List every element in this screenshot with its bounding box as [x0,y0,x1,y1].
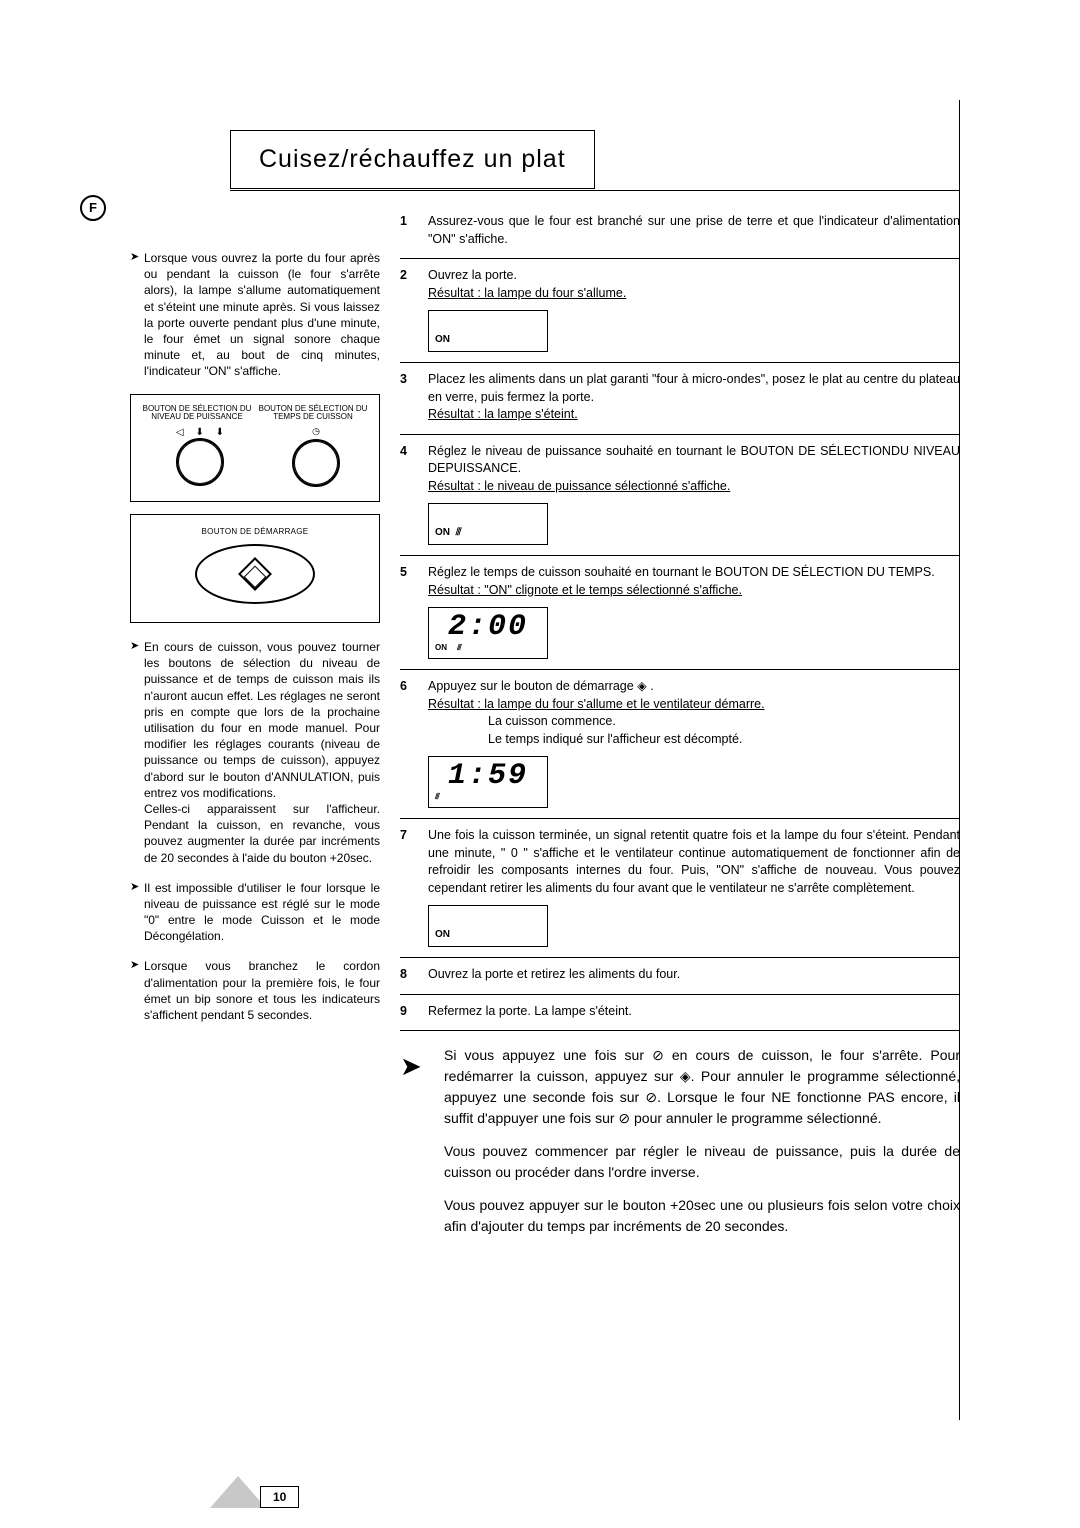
display-time: 1:59 [448,761,528,791]
step-result: Résultat : la lampe du four s'allume. [428,285,960,303]
step-5: 5 Réglez le temps de cuisson souhaité en… [400,556,960,670]
step-number: 6 [400,678,428,808]
on-indicator: ON [435,333,450,347]
display-panel: ON [428,905,548,947]
dial-power-label: BOUTON DE SÉLECTION DU NIVEAU DE PUISSAN… [141,405,252,423]
on-indicator: ON [435,526,450,540]
dial-diagram: BOUTON DE SÉLECTION DU NIVEAU DE PUISSAN… [130,394,380,503]
step-6: 6 Appuyez sur le bouton de démarrage ◈ .… [400,670,960,819]
divider-top [230,190,960,191]
step-text: Ouvrez la porte. [428,267,960,285]
tip-2: Vous pouvez commencer par régler le nive… [444,1141,960,1183]
step-number: 4 [400,443,428,546]
step-number: 2 [400,267,428,352]
display-panel: 1:59 ⫻ [428,756,548,808]
tips-block: ➤ Si vous appuyez une fois sur ⊘ en cour… [400,1031,960,1249]
step-number: 3 [400,371,428,424]
step-text: Réglez le temps de cuisson souhaité en t… [428,564,960,582]
display-time: 2:00 [448,612,528,642]
start-diagram: BOUTON DE DÉMARRAGE [130,514,380,623]
step-number: 7 [400,827,428,947]
step-number: 9 [400,1003,428,1021]
on-indicator: ON [435,642,447,653]
step-2: 2 Ouvrez la porte. Résultat : la lampe d… [400,259,960,363]
step-text: Une fois la cuisson terminée, un signal … [428,827,960,897]
on-indicator: ON [435,928,450,942]
step-text: Réglez le niveau de puissance souhaité e… [428,443,960,478]
step-text: Appuyez sur le bouton de démarrage ◈ . [428,678,960,696]
note-2: En cours de cuisson, vous pouvez tourner… [130,639,380,866]
step-result: Résultat : le niveau de puissance sélect… [428,478,960,496]
step-number: 8 [400,966,428,984]
tip-1: Si vous appuyez une fois sur ⊘ en cours … [444,1045,960,1129]
power-dial [176,438,224,486]
start-diamond-icon [238,557,272,591]
display-panel: 2:00 ON ⫻ [428,607,548,659]
step-extra: La cuisson commence. [428,713,960,731]
left-column: Lorsque vous ouvrez la porte du four apr… [130,250,380,1037]
step-result: Résultat : "ON" clignote et le temps sél… [428,582,960,600]
page-triangle-icon [210,1476,266,1508]
note-4: Lorsque vous branchez le cordon d'alimen… [130,958,380,1023]
start-button-oval [195,544,315,604]
step-text: Placez les aliments dans un plat garanti… [428,371,960,406]
step-4: 4 Réglez le niveau de puissance souhaité… [400,435,960,557]
step-text: Assurez-vous que le four est branché sur… [428,213,960,248]
step-text: Ouvrez la porte et retirez les aliments … [428,966,960,984]
start-dial-label: BOUTON DE DÉMARRAGE [139,527,371,536]
step-8: 8 Ouvrez la porte et retirez les aliment… [400,958,960,995]
tip-3: Vous pouvez appuyer sur le bouton +20sec… [444,1195,960,1237]
step-number: 5 [400,564,428,659]
language-badge: F [80,195,106,221]
display-panel: ON ⫻ [428,503,548,545]
display-panel: ON [428,310,548,352]
time-dial [292,439,340,487]
dial-time-label: BOUTON DE SÉLECTION DU TEMPS DE CUISSON [257,405,368,423]
note-1: Lorsque vous ouvrez la porte du four apr… [130,250,380,380]
power-icons: ◁⬇⬇ [170,427,230,438]
step-number: 1 [400,213,428,248]
tips-arrow-icon: ➤ [400,1045,444,1249]
note-3: Il est impossible d'utiliser le four lor… [130,880,380,945]
step-result: Résultat : la lampe s'éteint. [428,406,960,424]
page-number: 10 [260,1486,299,1508]
clock-icon: ◷ [312,426,320,437]
page-title: Cuisez/réchauffez un plat [230,130,595,189]
right-column: 1 Assurez-vous que le four est branché s… [400,205,960,1249]
wave-icon: ⫻ [435,791,440,802]
page-footer: 10 [210,1476,299,1508]
step-9: 9 Refermez la porte. La lampe s'éteint. [400,995,960,1032]
step-3: 3 Placez les aliments dans un plat garan… [400,363,960,435]
step-extra: Le temps indiqué sur l'afficheur est déc… [428,731,960,749]
step-text: Refermez la porte. La lampe s'éteint. [428,1003,960,1021]
wave-icon: ⫻ [456,526,462,540]
wave-icon: ⫻ [457,642,462,653]
step-7: 7 Une fois la cuisson terminée, un signa… [400,819,960,958]
step-result: Résultat : la lampe du four s'allume et … [428,696,960,714]
step-1: 1 Assurez-vous que le four est branché s… [400,205,960,259]
